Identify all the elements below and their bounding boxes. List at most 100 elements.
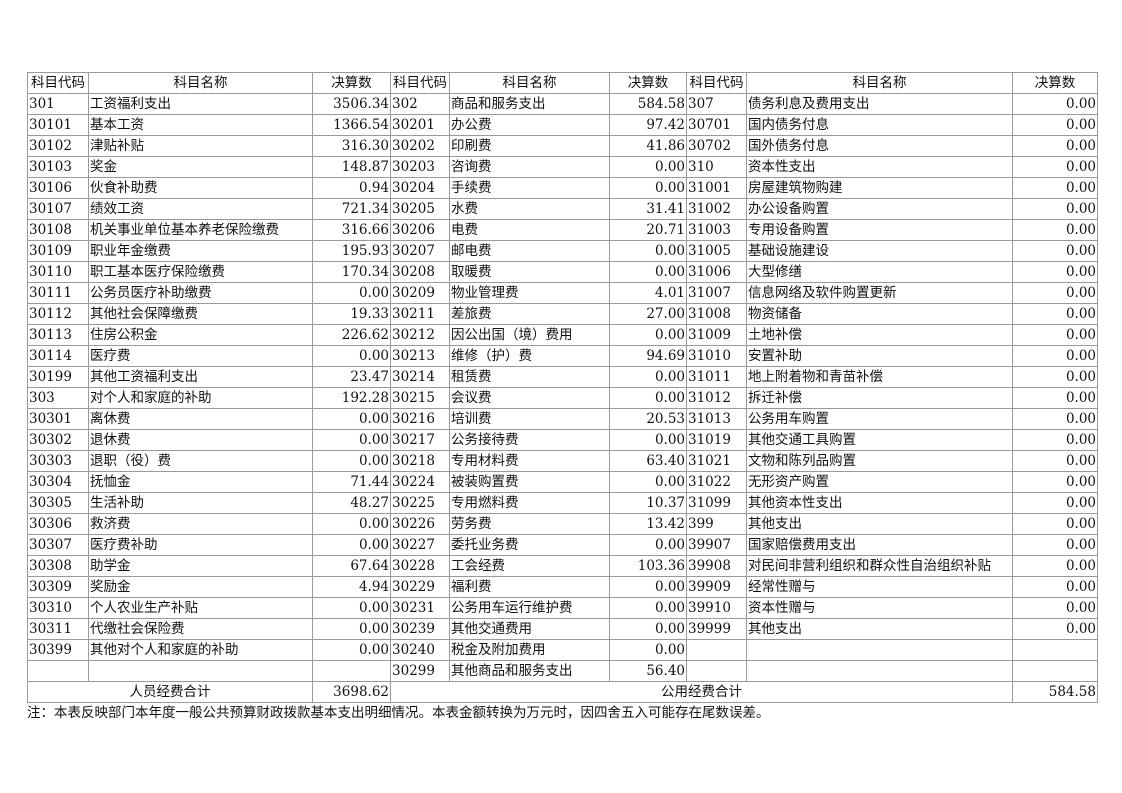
subject-code-cell: 31005 [686,240,747,262]
subject-name-cell: 医疗费补助 [88,534,313,556]
table-row: 30113 住房公积金 226.62 30212 因公出国（境）费用 0.00 31009 土… [27,324,1098,346]
subject-code-cell: 30103 [27,156,89,178]
amount-cell: 0.00 [1012,177,1098,199]
subject-code-cell: 30309 [27,576,89,598]
subject-name-cell: 地上附着物和青苗补偿 [746,366,1013,388]
subject-name-cell: 基本工资 [88,114,313,136]
amount-cell: 226.62 [312,324,391,346]
amount-cell: 0.00 [312,513,391,535]
subject-name-cell: 劳务费 [449,513,610,535]
subject-name-cell: 取暖费 [449,261,610,283]
table-row: 30109 职业年金缴费 195.93 30207 邮电费 0.00 31005 基础设施建设… [27,240,1098,262]
subject-name-cell: 差旅费 [449,303,610,325]
subject-name-cell: 物资储备 [746,303,1013,325]
amount-cell: 0.00 [312,408,391,430]
subject-name-cell: 其他交通工具购置 [746,429,1013,451]
header-name: 科目名称 [88,72,313,94]
subject-name-cell: 拆迁补偿 [746,387,1013,409]
amount-cell: 63.40 [609,450,687,472]
subject-code-cell: 30701 [686,114,747,136]
subject-name-cell: 债务利息及费用支出 [746,93,1013,115]
subject-name-cell: 职工基本医疗保险缴费 [88,261,313,283]
subject-name-cell: 抚恤金 [88,471,313,493]
subject-code-cell: 30213 [390,345,450,367]
subject-code-cell: 30399 [27,639,89,661]
amount-cell: 0.00 [1012,387,1098,409]
amount-cell: 0.00 [609,156,687,178]
amount-cell: 27.00 [609,303,687,325]
amount-cell [1012,639,1098,661]
header-row: 科目代码 科目名称 决算数 科目代码 科目名称 决算数 科目代码 科目名称 决算… [27,72,1098,94]
header-code: 科目代码 [686,72,747,94]
subject-name-cell: 资本性支出 [746,156,1013,178]
subject-code-cell: 30228 [390,555,450,577]
subject-code-cell: 39910 [686,597,747,619]
subject-code-cell: 30108 [27,219,89,241]
subject-code-cell: 307 [686,93,747,115]
amount-cell: 10.37 [609,492,687,514]
amount-cell: 316.66 [312,219,391,241]
subject-name-cell: 房屋建筑物购建 [746,177,1013,199]
amount-cell: 4.01 [609,282,687,304]
public-total-label: 公用经费合计 [390,681,1013,703]
subject-code-cell: 31009 [686,324,747,346]
subject-name-cell: 邮电费 [449,240,610,262]
subject-code-cell: 30311 [27,618,89,640]
subject-name-cell: 培训费 [449,408,610,430]
amount-cell: 0.00 [1012,135,1098,157]
subject-code-cell: 30310 [27,597,89,619]
amount-cell: 0.00 [1012,366,1098,388]
subject-name-cell: 住房公积金 [88,324,313,346]
table-row: 30111 公务员医疗补助缴费 0.00 30209 物业管理费 4.01 31007 信息网… [27,282,1098,304]
expenditure-detail-table: 科目代码 科目名称 决算数 科目代码 科目名称 决算数 科目代码 科目名称 决算… [27,72,1098,703]
amount-cell: 0.00 [312,639,391,661]
subject-code-cell: 30215 [390,387,450,409]
subject-code-cell: 30226 [390,513,450,535]
subject-code-cell: 30306 [27,513,89,535]
table-row: 30301 离休费 0.00 30216 培训费 20.53 31013 公务用车购置 0.00 [27,408,1098,430]
amount-cell: 192.28 [312,387,391,409]
table-row: 303 对个人和家庭的补助 192.28 30215 会议费 0.00 31012 拆迁补偿 0… [27,387,1098,409]
table-row: 30311 代缴社会保险费 0.00 30239 其他交通费用 0.00 39999 其他支出… [27,618,1098,640]
subject-code-cell: 30206 [390,219,450,241]
subject-code-cell: 31010 [686,345,747,367]
subject-code-cell: 30304 [27,471,89,493]
subject-name-cell: 大型修缮 [746,261,1013,283]
subject-code-cell: 30203 [390,156,450,178]
table-row: 30102 津贴补贴 316.30 30202 印刷费 41.86 30702 国外债务付息 0… [27,135,1098,157]
table-row: 30106 伙食补助费 0.94 30204 手续费 0.00 31001 房屋建筑物购建 0.… [27,177,1098,199]
amount-cell: 0.00 [609,387,687,409]
subject-name-cell: 其他商品和服务支出 [449,660,610,682]
table-row: 30305 生活补助 48.27 30225 专用燃料费 10.37 31099 其他资本性支… [27,492,1098,514]
subject-name-cell: 文物和陈列品购置 [746,450,1013,472]
subject-code-cell: 31022 [686,471,747,493]
subject-code-cell: 31012 [686,387,747,409]
table-row: 30304 抚恤金 71.44 30224 被装购置费 0.00 31022 无形资产购置 0.… [27,471,1098,493]
subject-code-cell: 399 [686,513,747,535]
amount-cell: 19.33 [312,303,391,325]
public-total-value: 584.58 [1012,681,1098,703]
amount-cell: 20.71 [609,219,687,241]
subject-code-cell: 30211 [390,303,450,325]
amount-cell: 0.00 [609,177,687,199]
amount-cell: 20.53 [609,408,687,430]
subject-code-cell: 30199 [27,366,89,388]
subject-code-cell: 30101 [27,114,89,136]
amount-cell: 0.00 [312,450,391,472]
subject-name-cell: 奖金 [88,156,313,178]
subject-name-cell: 工会经费 [449,555,610,577]
subject-code-cell: 30113 [27,324,89,346]
subject-name-cell: 津贴补贴 [88,135,313,157]
amount-cell: 0.00 [312,534,391,556]
amount-cell: 56.40 [609,660,687,682]
subject-code-cell: 31008 [686,303,747,325]
amount-cell: 0.00 [1012,555,1098,577]
subject-name-cell: 安置补助 [746,345,1013,367]
subject-name-cell: 土地补偿 [746,324,1013,346]
subject-code-cell: 30302 [27,429,89,451]
subject-code-cell: 30205 [390,198,450,220]
amount-cell: 0.00 [312,282,391,304]
amount-cell: 1366.54 [312,114,391,136]
subject-code-cell: 30109 [27,240,89,262]
subject-code-cell: 30305 [27,492,89,514]
